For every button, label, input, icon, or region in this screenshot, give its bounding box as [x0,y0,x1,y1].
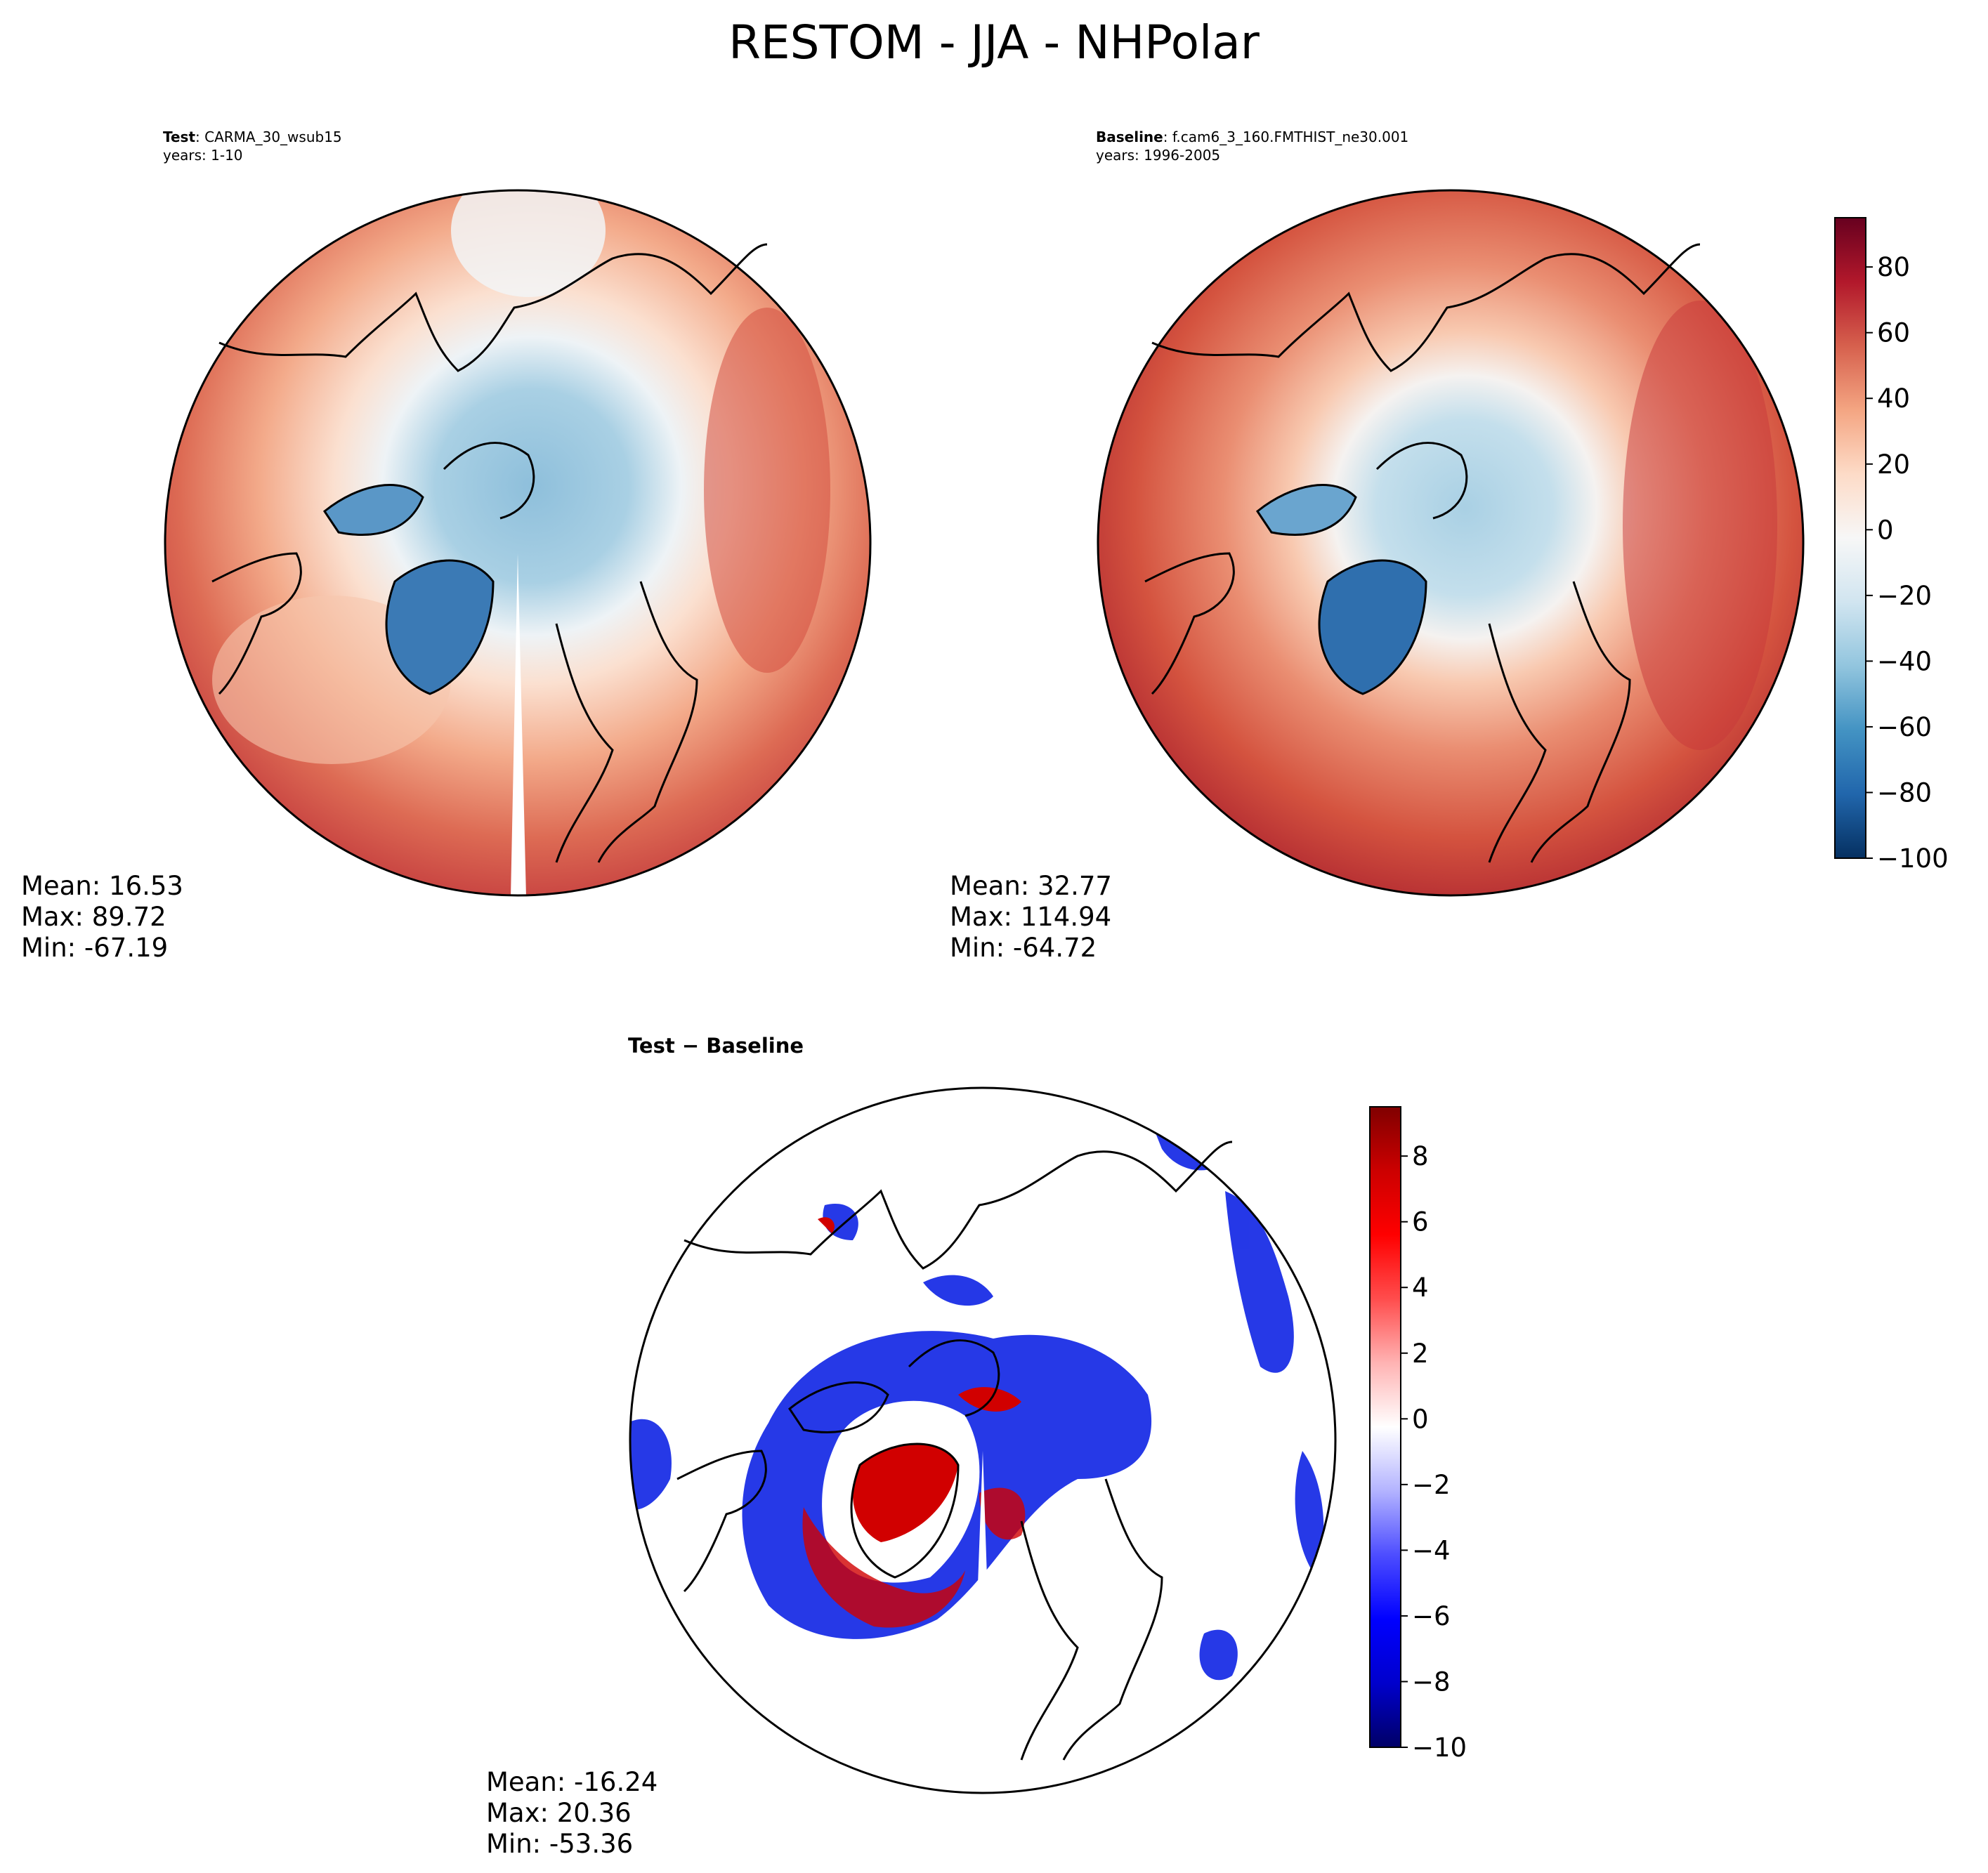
main-colorbar-tick-label: −60 [1877,712,1932,742]
baseline-subtitle: Baseline: f.cam6_3_160.FMTHIST_ne30.001 … [1096,128,1408,164]
test-missing-wedge [511,553,526,895]
baseline-label-bold: Baseline [1096,129,1163,145]
diff-colorbar-tick-label: 8 [1412,1141,1429,1171]
diff-stat-min: Min: -53.36 [486,1829,634,1859]
test-coastlines [211,243,768,863]
test-stat-min: Min: -67.19 [21,933,169,963]
diff-stat-mean: Mean: -16.24 [486,1767,658,1797]
main-colorbar-tick-label: −100 [1877,843,1949,874]
baseline-warm-edge [1623,301,1777,750]
test-stat-max: Max: 89.72 [21,902,166,932]
diff-stats: Mean: -16.24 Max: 20.36 Min: -53.36 [486,1767,658,1860]
diff-colorbar-ramp [1369,1106,1401,1748]
diff-colorbar-tick-label: −10 [1412,1733,1467,1763]
test-polar-map [164,189,872,897]
test-map-border [164,189,872,897]
test-warm-edge [704,308,830,673]
main-colorbar-tick-label: −40 [1877,646,1932,676]
test-years: years: 1-10 [163,147,243,164]
figure-title: RESTOM - JJA - NHPolar [728,15,1260,70]
colorbar-main: −100 −80 −60 −40 −20 0 20 40 60 80 [1834,217,1949,874]
baseline-greenland [1319,560,1426,694]
diff-colorbar-tick-label: 6 [1412,1207,1429,1237]
main-colorbar-tick-label: −20 [1877,581,1932,611]
baseline-canadian-archipelago [1257,485,1356,535]
test-neutral-zone [451,190,606,297]
test-stat-mean: Mean: 16.53 [21,871,183,901]
diff-stat-max: Max: 20.36 [486,1798,632,1828]
diff-map-border [629,1086,1337,1794]
main-colorbar-tick-label: 0 [1877,515,1894,545]
diff-title-baseline: Baseline [706,1034,804,1058]
main-colorbar-tick-label: 60 [1877,318,1910,348]
baseline-stat-min: Min: -64.72 [950,933,1097,963]
baseline-label-case: : f.cam6_3_160.FMTHIST_ne30.001 [1163,129,1409,145]
test-label-bold: Test [163,129,196,145]
diff-colorbar-tick-label: −8 [1412,1667,1451,1697]
baseline-stat-max: Max: 114.94 [950,902,1112,932]
main-colorbar-tick-label: −80 [1877,777,1932,808]
difference-polar-map [629,1086,1337,1794]
test-subtitle: Test: CARMA_30_wsub15 years: 1-10 [163,128,342,164]
main-colorbar-tick-label: 20 [1877,449,1910,480]
main-colorbar-tick-label: 80 [1877,252,1910,282]
diff-colorbar-tick-label: 0 [1412,1404,1429,1434]
main-colorbar-ramp [1834,217,1866,859]
baseline-map-border [1097,189,1805,897]
diff-colorbar-tick-label: −2 [1412,1470,1451,1500]
diff-colorbar-tick-label: −6 [1412,1601,1451,1631]
diff-colorbar-tick-label: 2 [1412,1339,1429,1369]
baseline-stats: Mean: 32.77 Max: 114.94 Min: -64.72 [950,871,1112,964]
diff-title-operator: − [674,1034,707,1058]
baseline-coastlines [1144,243,1701,863]
baseline-stat-mean: Mean: 32.77 [950,871,1112,901]
test-greenland [386,560,493,694]
diff-colorbar-tick-label: 4 [1412,1273,1429,1303]
diff-title: Test − Baseline [628,1034,804,1058]
baseline-years: years: 1996-2005 [1096,147,1221,164]
diff-coastlines [676,1141,1233,1761]
test-canadian-archipelago [325,485,423,535]
test-label-case: : CARMA_30_wsub15 [195,129,342,145]
diff-colorbar-tick-label: −4 [1412,1535,1451,1565]
diff-title-test: Test [628,1034,675,1058]
main-colorbar-tick-label: 40 [1877,383,1910,414]
test-stats: Mean: 16.53 Max: 89.72 Min: -67.19 [21,871,183,964]
baseline-polar-map [1097,189,1805,897]
diff-missing-wedge [975,1451,990,1662]
colorbar-diff: −10 −8 −6 −4 −2 0 2 4 6 8 [1369,1106,1467,1763]
